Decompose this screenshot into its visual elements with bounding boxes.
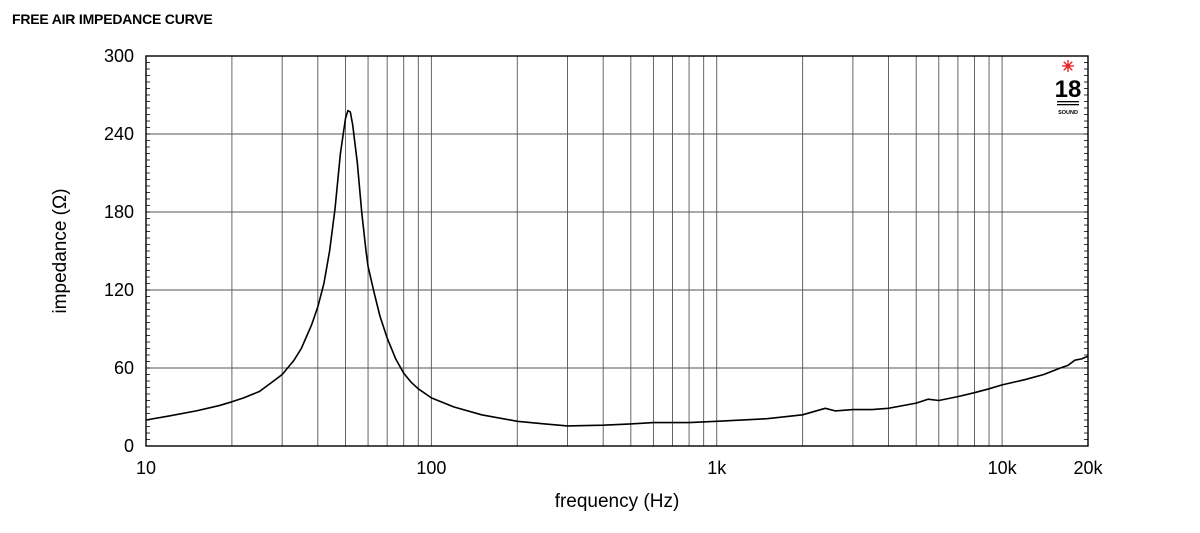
plot-area — [146, 56, 1088, 446]
y-tick-label: 300 — [104, 46, 134, 66]
logo-rule — [1057, 104, 1079, 106]
y-tick-label: 0 — [124, 436, 134, 456]
logo-subtext: SOUND — [1058, 110, 1078, 116]
x-axis-label: frequency (Hz) — [555, 491, 680, 512]
x-tick-label: 10k — [988, 458, 1018, 478]
starburst-center — [1065, 63, 1071, 69]
y-tick-label: 180 — [104, 202, 134, 222]
x-tick-label: 1k — [707, 458, 727, 478]
x-tick-label: 100 — [416, 458, 446, 478]
x-tick-label: 10 — [136, 458, 156, 478]
plot-frame — [145, 55, 1089, 447]
y-tick-label: 120 — [104, 280, 134, 300]
impedance-curve-line — [145, 109, 1089, 427]
y-axis-label: impedance (Ω) — [50, 188, 71, 313]
grid-lines — [146, 56, 1088, 446]
x-axis-tick-labels: 10 100 1k 10k 20k — [136, 458, 1104, 478]
starburst-icon — [1062, 60, 1074, 72]
page-title: FREE AIR IMPEDANCE CURVE — [12, 11, 213, 27]
y-axis-tick-labels: 0 60 120 180 240 300 — [104, 46, 134, 456]
brand-logo: 18 SOUND — [1055, 60, 1082, 116]
x-tick-label: 20k — [1073, 458, 1103, 478]
y-tick-label: 60 — [114, 358, 134, 378]
logo-number: 18 — [1055, 76, 1082, 103]
logo-rule — [1057, 101, 1079, 103]
y-tick-label: 240 — [104, 124, 134, 144]
